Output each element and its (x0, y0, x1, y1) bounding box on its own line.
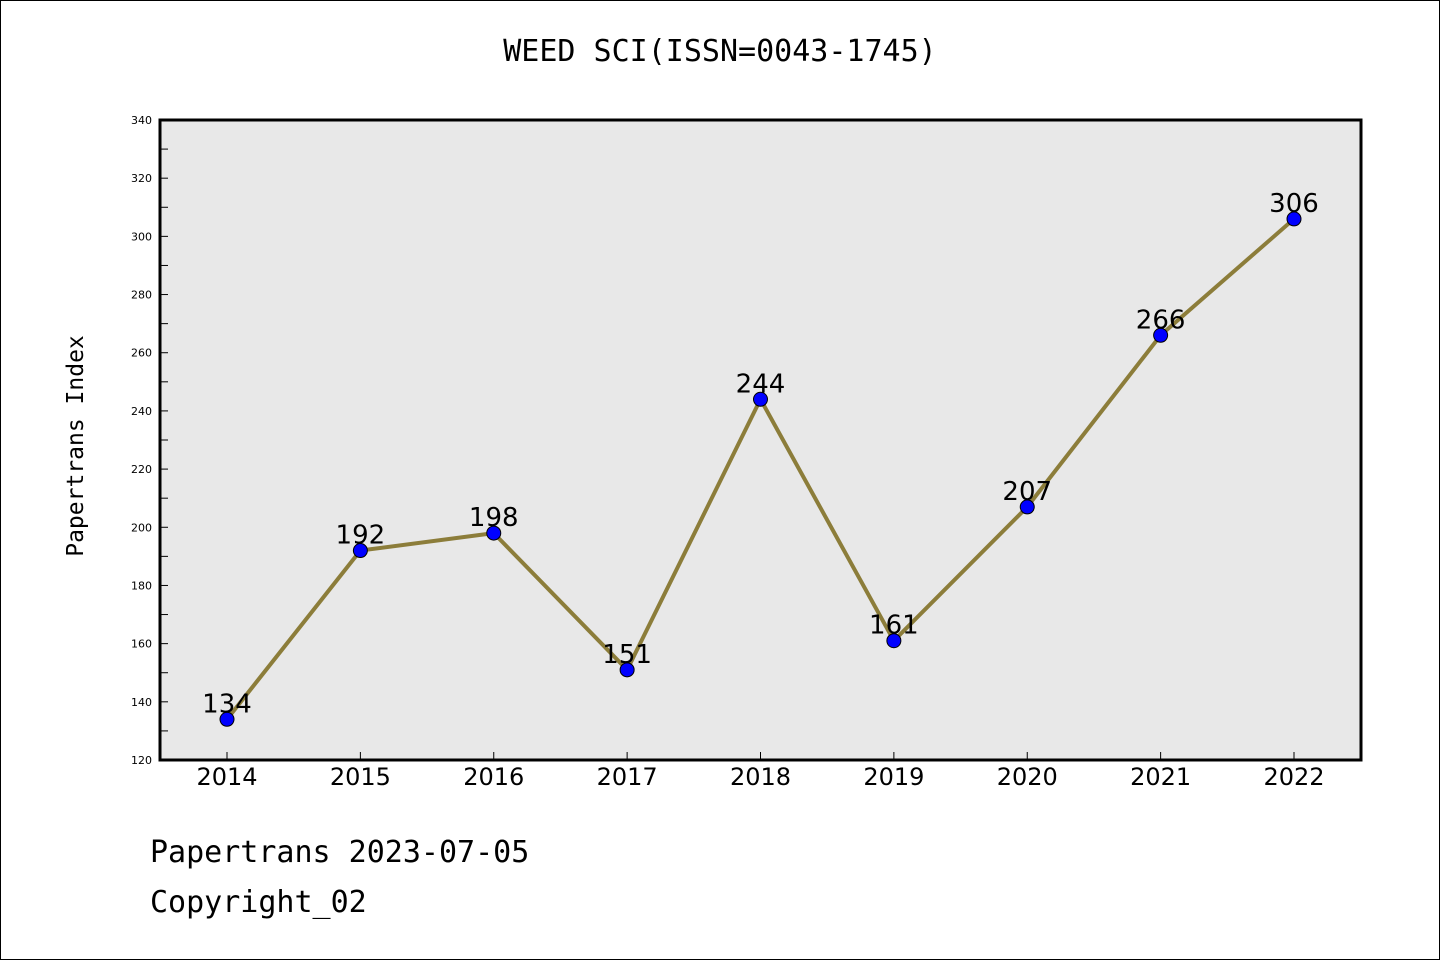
y-tick-label: 200 (131, 521, 152, 534)
plot-border (158, 118, 1363, 762)
data-point (1153, 327, 1169, 343)
data-point (1019, 499, 1035, 515)
plot-area (160, 120, 1361, 760)
x-tick-label: 2014 (196, 763, 257, 791)
y-tick-label: 320 (131, 172, 152, 185)
data-point (352, 543, 368, 559)
y-axis-ticks: 120 140 160 180 200 220 240 260 280 300 320 340 (131, 114, 168, 767)
x-tick-label: 2015 (330, 763, 391, 791)
data-point (486, 525, 502, 541)
chart-title: WEED SCI(ISSN=0043-1745) (503, 34, 937, 69)
footer-date: Papertrans 2023-07-05 (150, 835, 530, 870)
y-tick-label: 240 (131, 405, 152, 418)
x-tick-label: 2019 (863, 763, 924, 791)
y-tick-label: 260 (131, 347, 152, 360)
data-label: 266 (1136, 305, 1186, 335)
x-tick-label: 2021 (1130, 763, 1191, 791)
data-point (619, 662, 635, 678)
data-label: 161 (869, 611, 919, 641)
x-tick-label: 2018 (730, 763, 791, 791)
data-label: 207 (1002, 477, 1052, 507)
data-point (753, 391, 768, 407)
footer-copyright: Copyright_02 (150, 885, 367, 920)
x-tick-label: 2016 (463, 763, 524, 791)
y-tick-label: 340 (131, 114, 152, 127)
y-tick-label: 120 (131, 754, 152, 767)
x-tick-label: 2022 (1263, 763, 1324, 791)
data-label: 134 (202, 689, 252, 719)
y-tick-label: 160 (131, 638, 152, 651)
data-point (886, 633, 902, 649)
data-label: 151 (602, 640, 652, 670)
y-tick-label: 220 (131, 463, 152, 476)
y-tick-label: 140 (131, 696, 152, 709)
x-tick-label: 2017 (597, 763, 658, 791)
y-tick-label: 300 (131, 230, 152, 243)
data-labels: 134 192 198 151 244 161 207 266 306 (202, 189, 1319, 719)
x-axis-ticks: 2014 2015 2016 2017 2018 2019 2020 2021 2022 (196, 752, 1325, 791)
data-label: 198 (469, 503, 519, 533)
data-point (1286, 211, 1302, 227)
y-tick-label: 280 (131, 289, 152, 302)
data-label: 192 (336, 521, 386, 551)
data-label: 306 (1269, 189, 1319, 219)
data-point (219, 711, 235, 727)
y-tick-label: 180 (131, 579, 152, 592)
data-label: 244 (736, 369, 786, 399)
x-tick-label: 2020 (997, 763, 1058, 791)
data-markers (219, 211, 1302, 727)
